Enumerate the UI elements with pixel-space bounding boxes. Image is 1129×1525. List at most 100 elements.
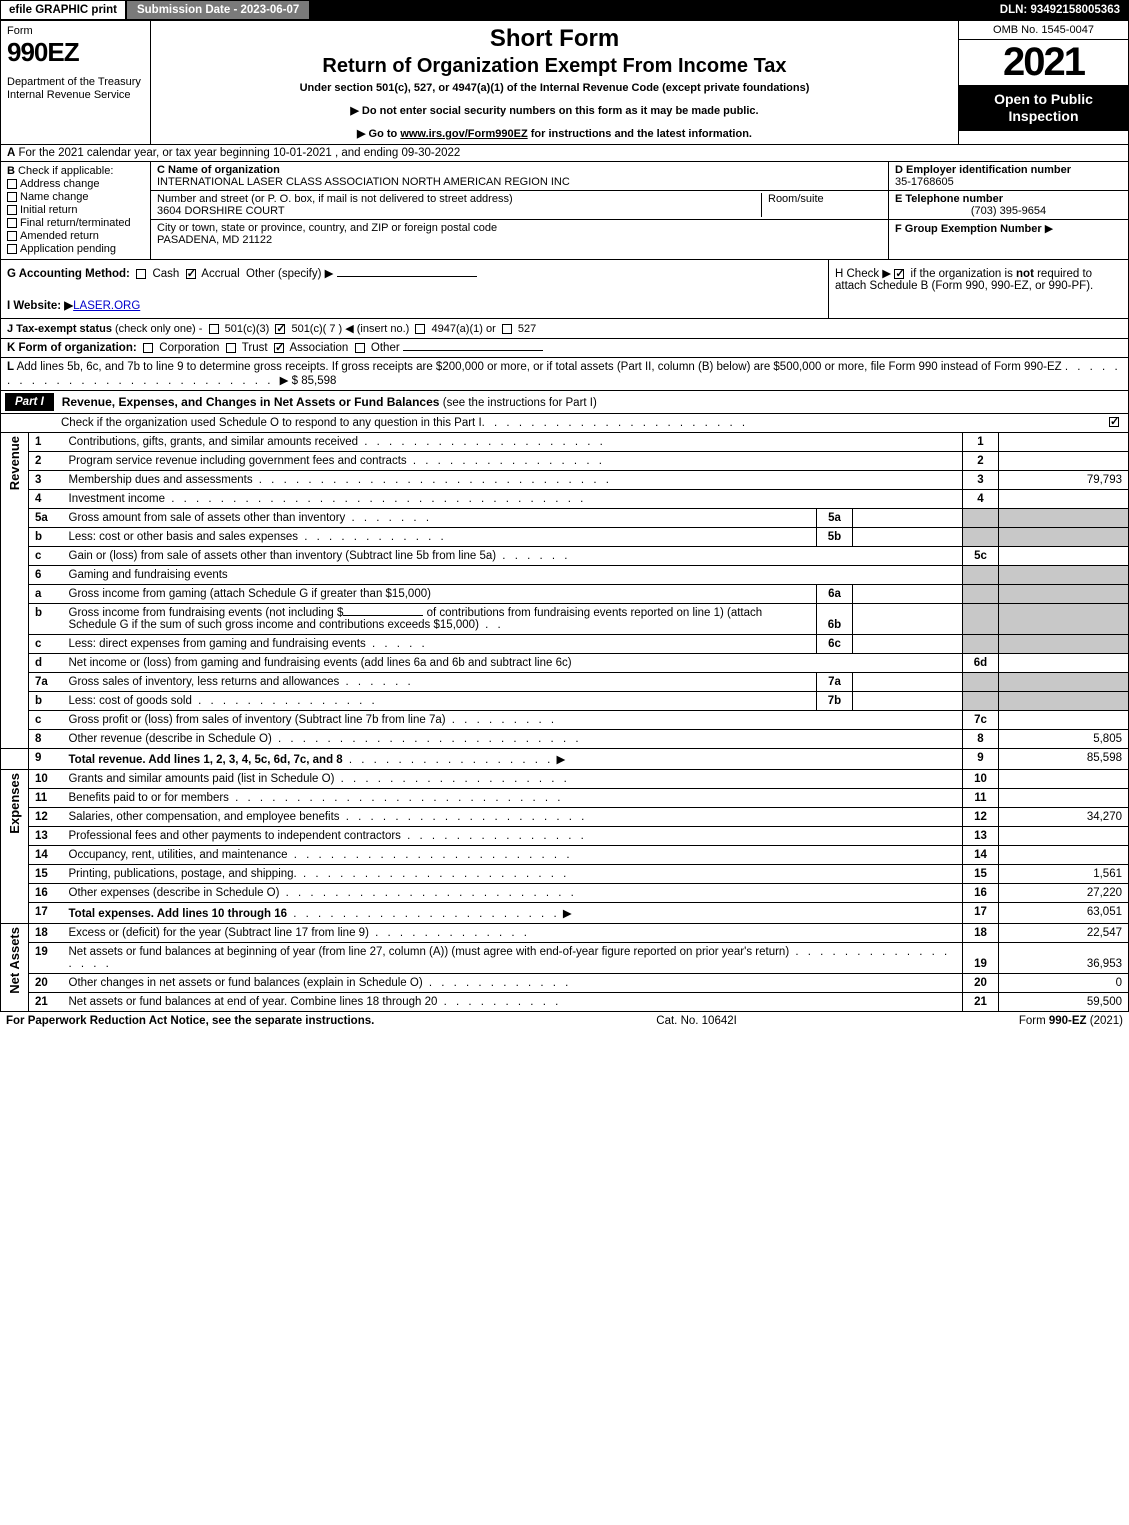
website-row: I Website: ▶LASER.ORG — [7, 298, 822, 312]
line-rightnum-shaded — [963, 692, 999, 711]
phone-label: E Telephone number — [895, 193, 1003, 205]
line-2: 2 Program service revenue including gove… — [1, 452, 1129, 471]
line-rightval — [999, 490, 1129, 509]
chk-schedule-o[interactable] — [1109, 417, 1119, 427]
line-rightval: 1,561 — [999, 865, 1129, 884]
dots-icon: . . . . . . . . . . . . . . . . . . . . … — [482, 417, 1105, 429]
row-a: A For the 2021 calendar year, or tax yea… — [0, 145, 1129, 162]
chk-corp[interactable] — [143, 343, 153, 353]
line-desc: Professional fees and other payments to … — [63, 827, 963, 846]
chk-501c3[interactable] — [209, 324, 219, 334]
top-bar: efile GRAPHIC print Submission Date - 20… — [0, 0, 1129, 20]
line-19: 19 Net assets or fund balances at beginn… — [1, 943, 1129, 974]
row-gh: G Accounting Method: Cash Accrual Other … — [0, 260, 1129, 319]
line-num: 3 — [29, 471, 63, 490]
chk-schedule-b[interactable] — [894, 269, 904, 279]
line-rightnum: 19 — [963, 943, 999, 974]
submission-date: Submission Date - 2023-06-07 — [127, 1, 311, 19]
line-15: 15 Printing, publications, postage, and … — [1, 865, 1129, 884]
other-org-input[interactable] — [403, 350, 543, 351]
chk-4947[interactable] — [415, 324, 425, 334]
line-14: 14 Occupancy, rent, utilities, and maint… — [1, 846, 1129, 865]
footer-spacer — [374, 1015, 656, 1027]
line-num: c — [29, 635, 63, 654]
line-num: 17 — [29, 903, 63, 924]
line-rightnum: 14 — [963, 846, 999, 865]
chk-accrual[interactable] — [186, 269, 196, 279]
footer-spacer — [737, 1015, 1019, 1027]
org-name: INTERNATIONAL LASER CLASS ASSOCIATION NO… — [157, 176, 570, 188]
line-rightnum: 15 — [963, 865, 999, 884]
line-rightnum: 2 — [963, 452, 999, 471]
chk-other-org[interactable] — [355, 343, 365, 353]
line-rightnum-shaded — [963, 673, 999, 692]
chk-amended-return-label: Amended return — [20, 230, 99, 242]
line-rightval: 79,793 — [999, 471, 1129, 490]
chk-assoc[interactable] — [274, 343, 284, 353]
chk-amended-return[interactable]: Amended return — [7, 230, 144, 242]
line-desc: Program service revenue including govern… — [63, 452, 963, 471]
chk-cash[interactable] — [136, 269, 146, 279]
netassets-label: Net Assets — [7, 927, 22, 994]
website-link[interactable]: LASER.ORG — [73, 300, 140, 312]
goto-line: ▶ Go to www.irs.gov/Form990EZ for instru… — [161, 127, 948, 140]
chk-address-change[interactable]: Address change — [7, 178, 144, 190]
line-rightval — [999, 827, 1129, 846]
part1-table: Revenue 1 Contributions, gifts, grants, … — [0, 433, 1129, 1012]
chk-application-pending[interactable]: Application pending — [7, 243, 144, 255]
line-num: 10 — [29, 770, 63, 789]
line-5b: b Less: cost or other basis and sales ex… — [1, 528, 1129, 547]
line-desc: Gross profit or (loss) from sales of inv… — [63, 711, 963, 730]
line-num: b — [29, 528, 63, 547]
line-rightnum: 9 — [963, 749, 999, 770]
line-rightnum-shaded — [963, 509, 999, 528]
line-desc: Other changes in net assets or fund bala… — [63, 974, 963, 993]
col-h: H Check ▶ if the organization is not req… — [828, 260, 1128, 318]
chk-name-change[interactable]: Name change — [7, 191, 144, 203]
chk-501c[interactable] — [275, 324, 285, 334]
chk-527[interactable] — [502, 324, 512, 334]
street-row: Number and street (or P. O. box, if mail… — [151, 191, 888, 220]
line-num: 6 — [29, 566, 63, 585]
line-desc: Gain or (loss) from sale of assets other… — [63, 547, 963, 566]
page-footer: For Paperwork Reduction Act Notice, see … — [0, 1012, 1129, 1030]
chk-final-return[interactable]: Final return/terminated — [7, 217, 144, 229]
line-desc: Benefits paid to or for members . . . . … — [63, 789, 963, 808]
line-desc: Other expenses (describe in Schedule O) … — [63, 884, 963, 903]
line-rightnum: 1 — [963, 433, 999, 452]
part1-title-text: Revenue, Expenses, and Changes in Net As… — [62, 395, 440, 409]
line-rightnum-shaded — [963, 635, 999, 654]
part1-title: Revenue, Expenses, and Changes in Net As… — [54, 395, 597, 409]
k-label: K Form of organization: — [7, 342, 137, 354]
line-desc: Grants and similar amounts paid (list in… — [63, 770, 963, 789]
line-rightval: 34,270 — [999, 808, 1129, 827]
l-text: Add lines 5b, 6c, and 7b to line 9 to de… — [17, 361, 1062, 373]
contrib-input[interactable] — [343, 615, 423, 616]
line-desc: Net income or (loss) from gaming and fun… — [63, 654, 963, 673]
other-input[interactable] — [337, 276, 477, 277]
chk-initial-return[interactable]: Initial return — [7, 204, 144, 216]
chk-trust[interactable] — [226, 343, 236, 353]
line-num: 11 — [29, 789, 63, 808]
street-label: Number and street (or P. O. box, if mail… — [157, 193, 513, 205]
goto-post: for instructions and the latest informat… — [528, 128, 752, 140]
line-desc: Occupancy, rent, utilities, and maintena… — [63, 846, 963, 865]
form-number: 990EZ — [7, 37, 144, 68]
line-rightval: 36,953 — [999, 943, 1129, 974]
revenue-label: Revenue — [7, 436, 22, 490]
city-row: City or town, state or province, country… — [151, 220, 888, 248]
efile-label[interactable]: efile GRAPHIC print — [1, 1, 127, 19]
dln-label: DLN: 93492158005363 — [992, 1, 1128, 19]
irs-link[interactable]: www.irs.gov/Form990EZ — [400, 128, 527, 140]
line-innernum: 6c — [817, 635, 853, 654]
line-desc: Net assets or fund balances at end of ye… — [63, 993, 963, 1012]
chk-address-change-label: Address change — [20, 178, 100, 190]
sidebar-gap — [1, 749, 29, 770]
line-rightnum: 11 — [963, 789, 999, 808]
line-num: 20 — [29, 974, 63, 993]
cash-label: Cash — [152, 268, 179, 280]
line-rightval: 5,805 — [999, 730, 1129, 749]
line-rightval — [999, 789, 1129, 808]
line-num: 2 — [29, 452, 63, 471]
line-rightnum: 4 — [963, 490, 999, 509]
